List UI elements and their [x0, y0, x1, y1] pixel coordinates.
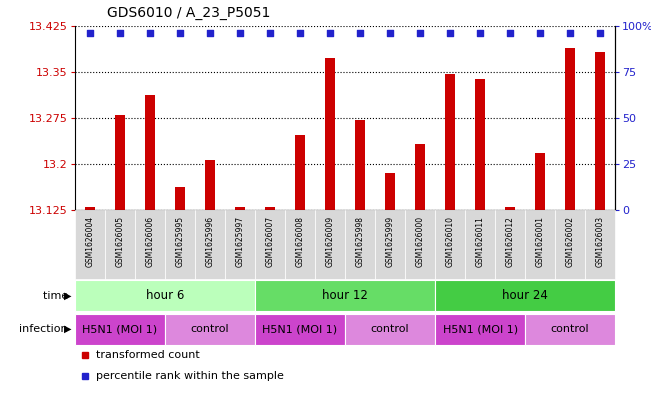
Bar [75, 280, 255, 311]
Bar [595, 52, 605, 210]
Text: GSM1626004: GSM1626004 [85, 216, 94, 267]
Text: GSM1625996: GSM1625996 [206, 216, 214, 267]
Point [445, 30, 455, 36]
Bar [375, 210, 405, 279]
Bar [405, 210, 435, 279]
Text: GSM1625995: GSM1625995 [175, 216, 184, 267]
Text: GSM1626002: GSM1626002 [566, 216, 575, 267]
Text: GSM1625997: GSM1625997 [236, 216, 245, 267]
Bar [345, 210, 375, 279]
Text: GSM1626011: GSM1626011 [476, 216, 484, 266]
Bar [465, 210, 495, 279]
Point [325, 30, 335, 36]
Point [355, 30, 365, 36]
Bar [135, 210, 165, 279]
Bar [345, 314, 435, 345]
Text: infection: infection [20, 324, 72, 334]
Bar [295, 134, 305, 210]
Text: GSM1626010: GSM1626010 [445, 216, 454, 267]
Text: GSM1626005: GSM1626005 [115, 216, 124, 267]
Bar [235, 207, 245, 210]
Point [595, 30, 605, 36]
Bar [75, 314, 165, 345]
Bar [415, 144, 425, 210]
Bar [315, 210, 345, 279]
Text: GSM1626001: GSM1626001 [536, 216, 545, 267]
Bar [285, 210, 315, 279]
Bar [75, 210, 105, 279]
Bar [445, 73, 455, 210]
Text: time: time [43, 291, 72, 301]
Bar [105, 210, 135, 279]
Text: GSM1625999: GSM1625999 [385, 216, 395, 267]
Text: hour 24: hour 24 [502, 289, 548, 302]
Bar [145, 95, 155, 210]
Text: GSM1626007: GSM1626007 [266, 216, 275, 267]
Text: ▶: ▶ [64, 291, 72, 301]
Bar [225, 210, 255, 279]
Point [415, 30, 425, 36]
Bar [174, 187, 185, 210]
Text: GSM1626012: GSM1626012 [506, 216, 515, 266]
Point [535, 30, 546, 36]
Bar [385, 173, 395, 210]
Point [265, 30, 275, 36]
Text: H5N1 (MOI 1): H5N1 (MOI 1) [82, 324, 158, 334]
Bar [435, 314, 525, 345]
Bar [325, 58, 335, 210]
Point [204, 30, 215, 36]
Point [505, 30, 516, 36]
Bar [255, 314, 345, 345]
Text: control: control [191, 324, 229, 334]
Bar [555, 210, 585, 279]
Bar [195, 210, 225, 279]
Text: GSM1626000: GSM1626000 [415, 216, 424, 267]
Text: ▶: ▶ [64, 324, 72, 334]
Bar [115, 115, 125, 210]
Bar [204, 160, 215, 210]
Text: GSM1626008: GSM1626008 [296, 216, 305, 267]
Text: control: control [371, 324, 409, 334]
Text: H5N1 (MOI 1): H5N1 (MOI 1) [262, 324, 338, 334]
Point [565, 30, 575, 36]
Point [85, 30, 95, 36]
Text: GDS6010 / A_23_P5051: GDS6010 / A_23_P5051 [107, 6, 271, 20]
Point [385, 30, 395, 36]
Text: GSM1626003: GSM1626003 [596, 216, 605, 267]
Bar [165, 314, 255, 345]
Point [145, 30, 155, 36]
Bar [565, 48, 575, 210]
Bar [495, 210, 525, 279]
Bar [85, 207, 95, 210]
Bar [435, 210, 465, 279]
Text: GSM1626009: GSM1626009 [326, 216, 335, 267]
Point [115, 30, 125, 36]
Point [295, 30, 305, 36]
Bar [165, 210, 195, 279]
Bar [475, 79, 486, 210]
Point [235, 30, 245, 36]
Bar [535, 153, 546, 210]
Text: transformed count: transformed count [96, 350, 201, 360]
Bar [355, 120, 365, 210]
Text: GSM1626006: GSM1626006 [145, 216, 154, 267]
Text: hour 6: hour 6 [146, 289, 184, 302]
Bar [505, 207, 516, 210]
Bar [525, 210, 555, 279]
Point [475, 30, 485, 36]
Text: GSM1625998: GSM1625998 [355, 216, 365, 267]
Text: H5N1 (MOI 1): H5N1 (MOI 1) [443, 324, 518, 334]
Bar [525, 314, 615, 345]
Text: control: control [551, 324, 589, 334]
Point [174, 30, 185, 36]
Bar [435, 280, 615, 311]
Bar [265, 207, 275, 210]
Bar [255, 280, 435, 311]
Text: percentile rank within the sample: percentile rank within the sample [96, 371, 284, 381]
Text: hour 12: hour 12 [322, 289, 368, 302]
Bar [585, 210, 615, 279]
Bar [255, 210, 285, 279]
